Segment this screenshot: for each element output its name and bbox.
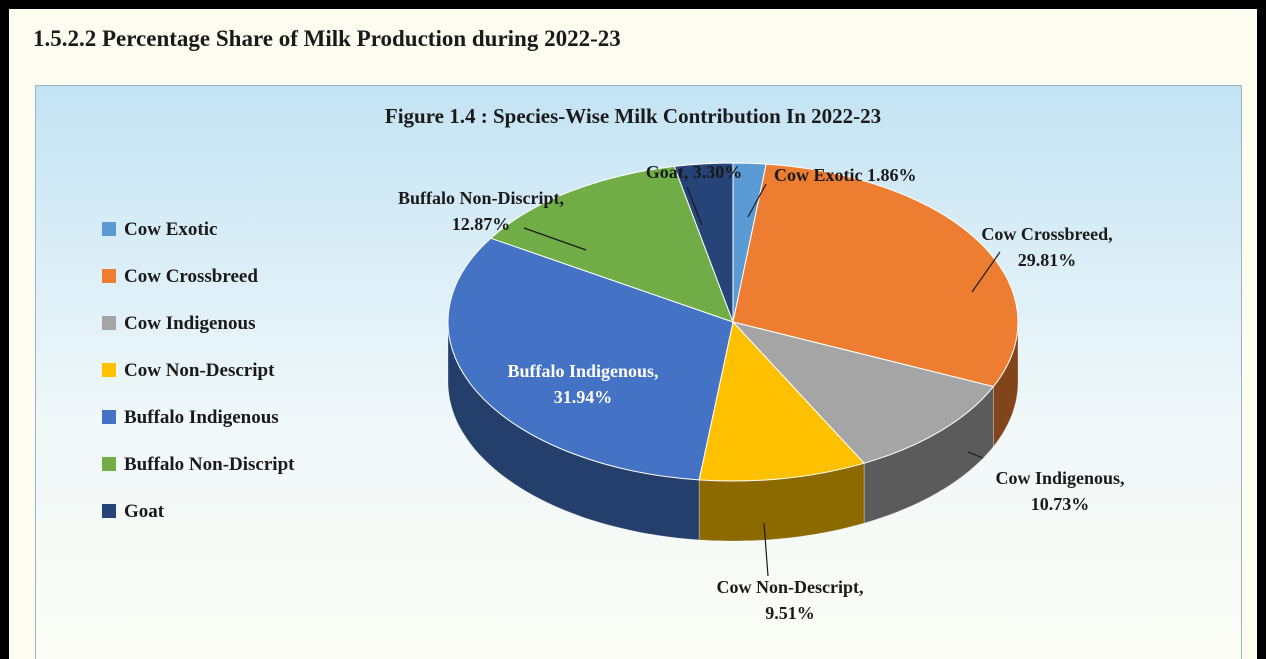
data-label: Cow Crossbreed, 29.81% (981, 224, 1112, 270)
data-label: Cow Exotic 1.86% (774, 165, 917, 185)
leader-line (967, 451, 984, 459)
data-label: Buffalo Non-Discript, 12.87% (398, 188, 564, 234)
pie-tops (447, 162, 1019, 482)
legend-label: Buffalo Indigenous (124, 407, 279, 428)
legend-label: Buffalo Non-Discript (124, 454, 295, 475)
legend-label: Cow Exotic (124, 219, 218, 240)
leader-line (523, 227, 587, 251)
pie-slice (731, 321, 995, 464)
document-page: 1.5.2.2 Percentage Share of Milk Product… (9, 9, 1257, 659)
pie-slice (732, 163, 1019, 388)
legend-swatch (102, 503, 116, 518)
legend-swatch (102, 221, 116, 236)
legend-item: Cow Exotic (102, 218, 217, 242)
legend-item: Goat (102, 500, 164, 524)
leader-line (763, 522, 769, 577)
section-heading: 1.5.2.2 Percentage Share of Milk Product… (33, 26, 621, 51)
legend-item: Buffalo Non-Discript (102, 453, 294, 477)
legend-label: Cow Indigenous (124, 313, 256, 334)
legend-item: Buffalo Indigenous (102, 406, 279, 430)
pie-slice (489, 165, 734, 323)
pie-slice (447, 237, 734, 481)
data-label: Cow Non-Descript, 9.51% (717, 577, 864, 623)
data-label: Cow Indigenous, 10.73% (995, 468, 1124, 514)
leader-line (686, 186, 703, 226)
pie-slice (698, 320, 866, 482)
legend-swatch (102, 362, 116, 377)
legend-label: Goat (124, 501, 165, 522)
legend-label: Cow Crossbreed (124, 266, 258, 287)
pie-slice (673, 162, 734, 323)
data-label: Buffalo Indigenous, 31.94% (507, 361, 658, 407)
chart-title: Figure 1.4 : Species-Wise Milk Contribut… (384, 104, 882, 128)
legend-label: Cow Non-Descript (124, 360, 275, 381)
legend-item: Cow Crossbreed (102, 265, 258, 289)
legend-swatch (102, 315, 116, 330)
leader-line (747, 183, 767, 218)
legend-swatch (102, 268, 116, 283)
data-label: Goat, 3.30% (646, 162, 743, 182)
legend-swatch (102, 456, 116, 471)
leader-line (971, 251, 1001, 293)
legend-swatch (102, 409, 116, 424)
pie-sides (447, 321, 1019, 542)
legend-item: Cow Non-Descript (102, 359, 274, 383)
pie-labels: Cow Exotic 1.86% Cow Crossbreed, 29.81% Cow… (398, 162, 1125, 623)
legend-item: Cow Indigenous (102, 312, 255, 336)
